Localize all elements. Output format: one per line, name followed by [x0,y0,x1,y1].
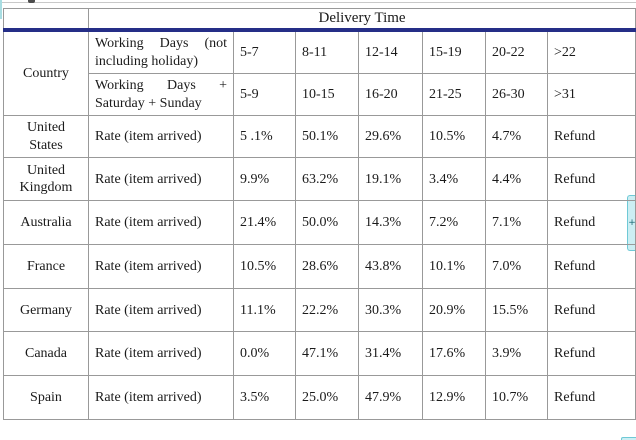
wdw-range-cell: 10-15 [295,73,359,117]
rate-value: 3.9% [485,331,548,377]
rate-value: 63.2% [295,157,359,202]
rate-value: 7.1% [485,200,548,246]
top-divider-line [0,2,636,3]
rate-value: 3.4% [422,157,486,202]
working-days-weekend-row: Working Days + Saturday + Sunday 5-9 10-… [4,73,636,117]
table-row: United Kingdom Rate (item arrived) 9.9% … [3,157,636,202]
rate-label: Rate (item arrived) [88,288,234,333]
table-row: United States Rate (item arrived) 5 .1% … [3,115,636,159]
refund-cell: Refund [546,157,636,202]
country-name: Germany [3,288,89,333]
rate-value: 21.4% [233,200,296,246]
wd-range-cell: >22 [546,29,636,75]
country-name: France [3,244,89,290]
wd-range-cell: 8-11 [295,29,359,75]
wdw-range-cell: 26-30 [485,73,548,117]
delivery-time-table: Delivery Time Country Working Days (not … [3,7,636,421]
rate-label: Rate (item arrived) [88,375,234,421]
country-name: United States [3,115,89,159]
rate-value: 30.3% [358,288,423,333]
rate-value: 3.5% [233,375,296,421]
rate-label: Rate (item arrived) [88,331,234,377]
country-name: Australia [3,200,89,246]
rate-value: 10.7% [485,375,548,421]
working-days-label: Working Days (not including holiday) [88,29,234,75]
table-title: Delivery Time [87,7,636,32]
rate-value: 12.9% [422,375,486,421]
rate-value: 0.0% [233,331,296,377]
wdw-range-cell: 5-9 [233,73,296,117]
refund-cell: Refund [546,288,636,333]
rate-value: 15.5% [485,288,548,333]
rate-label: Rate (item arrived) [88,200,234,246]
working-days-weekend-label: Working Days + Saturday + Sunday [88,73,234,117]
country-header-cell: Country [3,29,89,117]
header-empty-cell [3,7,89,32]
left-edge-highlight [0,0,2,19]
wd-range-cell: 15-19 [422,29,486,75]
country-name: Spain [3,375,89,421]
rate-value: 10.5% [233,244,296,290]
wd-range-cell: 5-7 [233,29,296,75]
refund-cell: Refund [546,375,636,421]
wd-range-cell: 20-22 [485,29,548,75]
country-name: Canada [3,331,89,377]
rate-value: 10.1% [422,244,486,290]
cropped-text-fragment [28,0,35,3]
rate-label: Rate (item arrived) [88,157,234,202]
rate-value: 19.1% [358,157,423,202]
rate-value: 9.9% [233,157,296,202]
table-header-row: Delivery Time [3,7,636,32]
rate-value: 47.9% [358,375,423,421]
table-row: France Rate (item arrived) 10.5% 28.6% 4… [3,244,636,290]
rate-value: 11.1% [233,288,296,333]
refund-cell: Refund [546,244,636,290]
rate-value: 14.3% [358,200,423,246]
country-name: United Kingdom [3,157,89,202]
table-row: Germany Rate (item arrived) 11.1% 22.2% … [3,288,636,333]
rate-value: 4.4% [485,157,548,202]
rate-value: 7.2% [422,200,486,246]
rate-value: 47.1% [295,331,359,377]
rate-value: 43.8% [358,244,423,290]
rate-value: 50.1% [295,115,359,159]
rate-value: 25.0% [295,375,359,421]
rate-label: Rate (item arrived) [88,115,234,159]
working-days-row: Country Working Days (not including holi… [3,29,636,117]
rate-value: 50.0% [295,200,359,246]
table-row: Australia Rate (item arrived) 21.4% 50.0… [3,200,636,246]
rate-value: 20.9% [422,288,486,333]
floating-corner-widget[interactable] [621,437,636,440]
rate-value: 17.6% [422,331,486,377]
refund-cell: Refund [546,200,636,246]
rate-value: 22.2% [295,288,359,333]
refund-cell: Refund [546,115,636,159]
rate-value: 7.0% [485,244,548,290]
table-row: Canada Rate (item arrived) 0.0% 47.1% 31… [3,331,636,377]
rate-value: 5 .1% [233,115,296,159]
refund-cell: Refund [546,331,636,377]
rate-value: 29.6% [358,115,423,159]
rate-value: 28.6% [295,244,359,290]
wdw-range-cell: >31 [546,73,636,117]
rate-value: 31.4% [358,331,423,377]
table-row: Spain Rate (item arrived) 3.5% 25.0% 47.… [3,375,636,421]
wdw-range-cell: 21-25 [422,73,486,117]
rate-value: 4.7% [485,115,548,159]
wd-range-cell: 12-14 [358,29,423,75]
rate-value: 10.5% [422,115,486,159]
rate-label: Rate (item arrived) [88,244,234,290]
wdw-range-cell: 16-20 [358,73,423,117]
